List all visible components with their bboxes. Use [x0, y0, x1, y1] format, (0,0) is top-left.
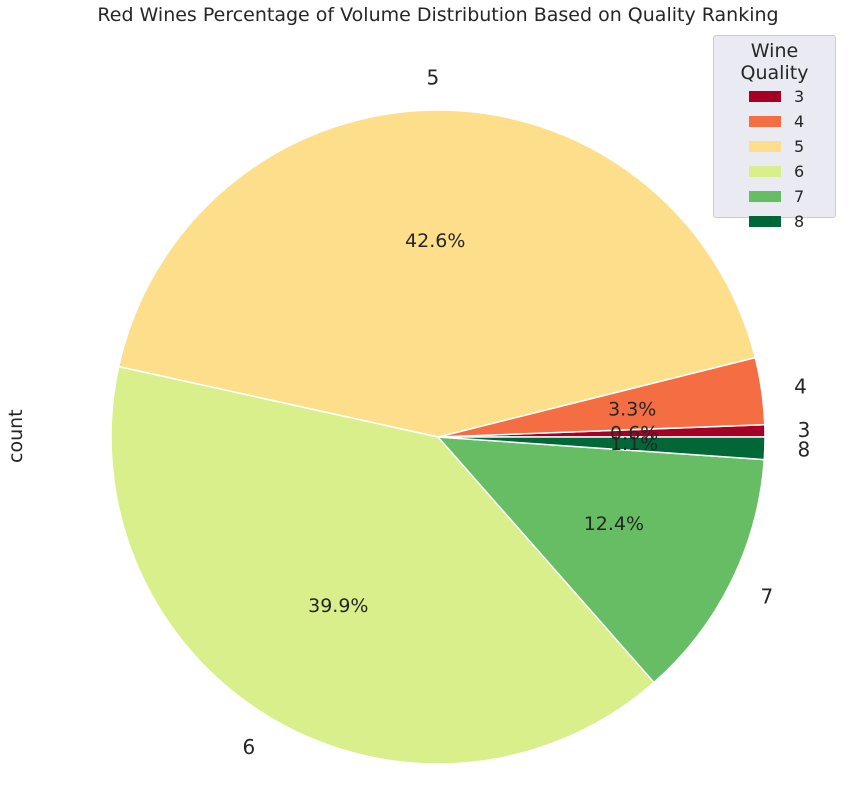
slice-percent-label-3: 0.6% [610, 422, 658, 444]
slice-percent-label-5: 42.6% [405, 230, 465, 252]
legend-label: 8 [794, 212, 805, 231]
legend-title: Wine Quality [740, 40, 809, 84]
legend: Wine Quality 3 4 5 6 7 8 [713, 35, 836, 231]
slice-percent-label-4: 3.3% [608, 398, 656, 420]
pie-slices [110, 109, 766, 765]
slice-category-label-8: 8 [797, 437, 810, 461]
slice-category-label-3: 3 [798, 418, 811, 442]
chart-title: Red Wines Percentage of Volume Distribut… [97, 4, 779, 26]
legend-items: 3 4 5 6 7 8 [714, 84, 835, 234]
slice-category-label-6: 6 [242, 735, 255, 759]
legend-swatch [749, 91, 781, 102]
slice-category-label-7: 7 [760, 584, 773, 608]
pie-slice-8 [437, 436, 766, 461]
legend-item-7: 7 [714, 184, 835, 209]
legend-label: 5 [794, 137, 805, 156]
legend-label: 7 [794, 187, 805, 206]
legend-label: 4 [794, 112, 805, 131]
legend-swatch [749, 166, 781, 177]
legend-item-5: 5 [714, 134, 835, 159]
pie-labels: 3 0.6% 4 3.3% 5 42.6% 6 39.9% 7 12.4% 8 1.1% [242, 65, 810, 758]
slice-category-label-5: 5 [427, 65, 440, 89]
legend-item-3: 3 [714, 84, 835, 109]
slice-percent-label-7: 12.4% [584, 513, 644, 535]
slice-percent-label-6: 39.9% [308, 595, 368, 617]
pie-slice-7 [436, 436, 766, 684]
legend-label: 3 [794, 87, 805, 106]
pie-slice-6 [110, 365, 656, 765]
legend-item-8: 8 [714, 209, 835, 234]
legend-swatch [749, 141, 781, 152]
legend-item-6: 6 [714, 159, 835, 184]
legend-label: 6 [794, 162, 805, 181]
slice-percent-label-8: 1.1% [610, 433, 658, 455]
legend-swatch [749, 191, 781, 202]
legend-swatch [749, 216, 781, 227]
legend-swatch [749, 116, 781, 127]
pie-slice-5 [117, 109, 757, 438]
legend-item-4: 4 [714, 109, 835, 134]
slice-category-label-4: 4 [794, 374, 807, 398]
